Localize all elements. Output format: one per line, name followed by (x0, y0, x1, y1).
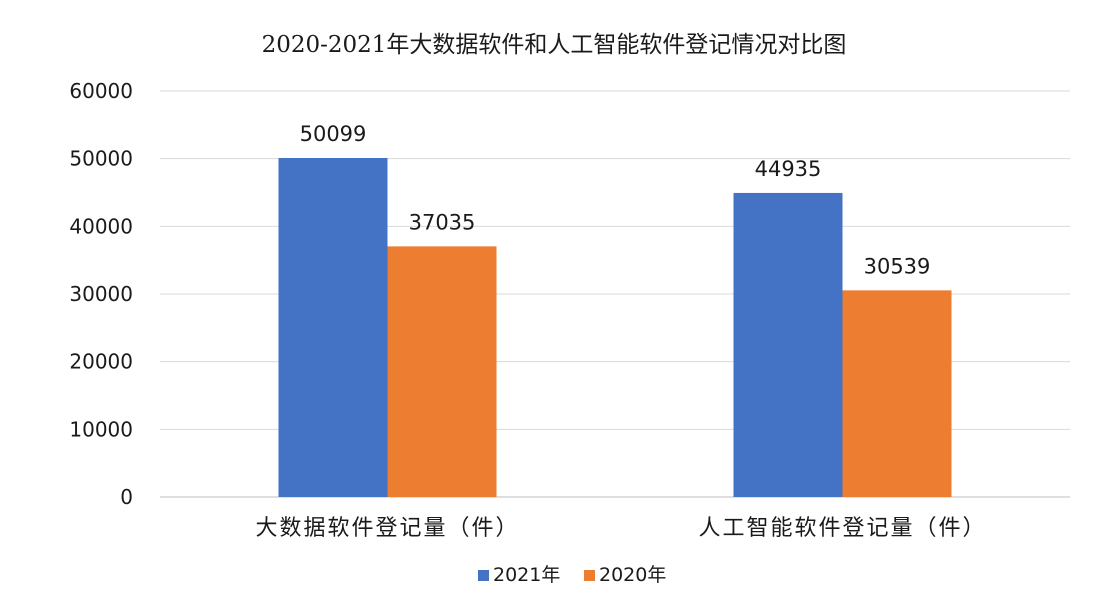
y-tick-label: 20000 (69, 350, 133, 374)
legend: 2021年 2020年 (478, 564, 666, 586)
bar-2021-ai (733, 192, 843, 498)
legend-label: 2021年 (493, 564, 560, 586)
legend-label: 2020年 (599, 564, 666, 586)
data-label: 50099 (300, 122, 367, 146)
y-tick-label: 50000 (69, 147, 133, 171)
y-tick-label: 60000 (69, 79, 133, 103)
x-category-label: 大数据软件登记量（件） (255, 516, 519, 541)
bar-2021-big-data (278, 157, 388, 497)
data-labels: 50099 37035 44935 30539 (300, 122, 931, 278)
y-tick-label: 10000 (69, 417, 133, 441)
bar-2020-ai (842, 290, 952, 497)
y-axis-ticks: 0 10000 20000 30000 40000 50000 60000 (69, 79, 133, 509)
legend-swatch (478, 570, 489, 581)
y-tick-label: 40000 (69, 214, 133, 238)
x-axis-categories: 大数据软件登记量（件） 人工智能软件登记量（件） (255, 516, 986, 541)
bars (278, 157, 952, 498)
x-category-label: 人工智能软件登记量（件） (698, 516, 986, 541)
chart-title: 2020-2021年大数据软件和人工智能软件登记情况对比图 (262, 32, 847, 58)
y-tick-label: 30000 (69, 282, 133, 306)
bar-2020-big-data (387, 246, 497, 497)
data-label: 37035 (409, 210, 476, 234)
data-label: 44935 (755, 157, 822, 181)
legend-swatch (584, 570, 595, 581)
data-label: 30539 (864, 254, 931, 278)
y-tick-label: 0 (120, 485, 133, 509)
